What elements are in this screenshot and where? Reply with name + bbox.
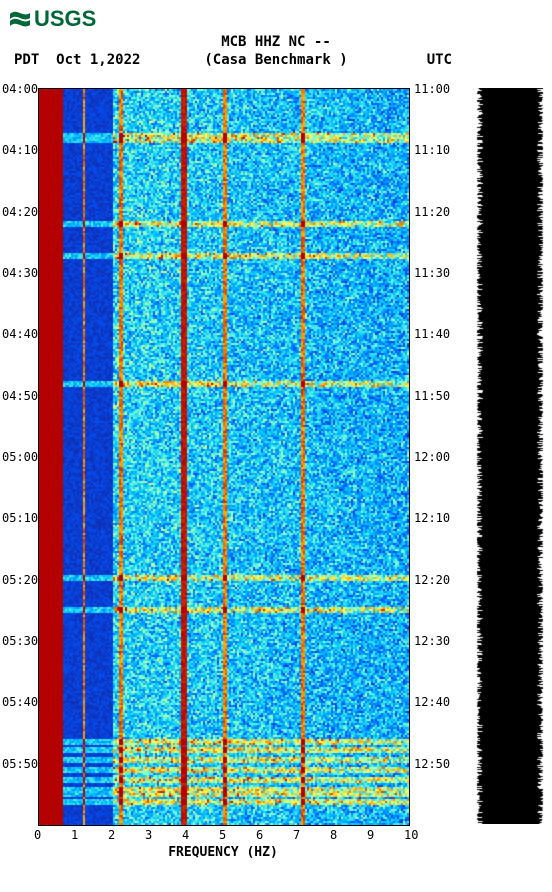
usgs-text: USGS xyxy=(34,6,96,32)
station-line: MCB HHZ NC -- xyxy=(0,34,552,50)
spectrogram-plot xyxy=(38,88,410,826)
spectrogram-canvas xyxy=(39,89,409,825)
waveform-side-panel xyxy=(476,88,544,824)
usgs-logo: USGS xyxy=(8,6,96,32)
hdr-left: PDT Oct 1,2022 xyxy=(14,52,140,68)
hdr-right-tz: UTC xyxy=(427,52,452,68)
x-axis-title: FREQUENCY (HZ) xyxy=(0,845,446,860)
waveform-canvas xyxy=(476,88,544,824)
header: MCB HHZ NC -- PDT Oct 1,2022 (Casa Bench… xyxy=(0,34,552,68)
